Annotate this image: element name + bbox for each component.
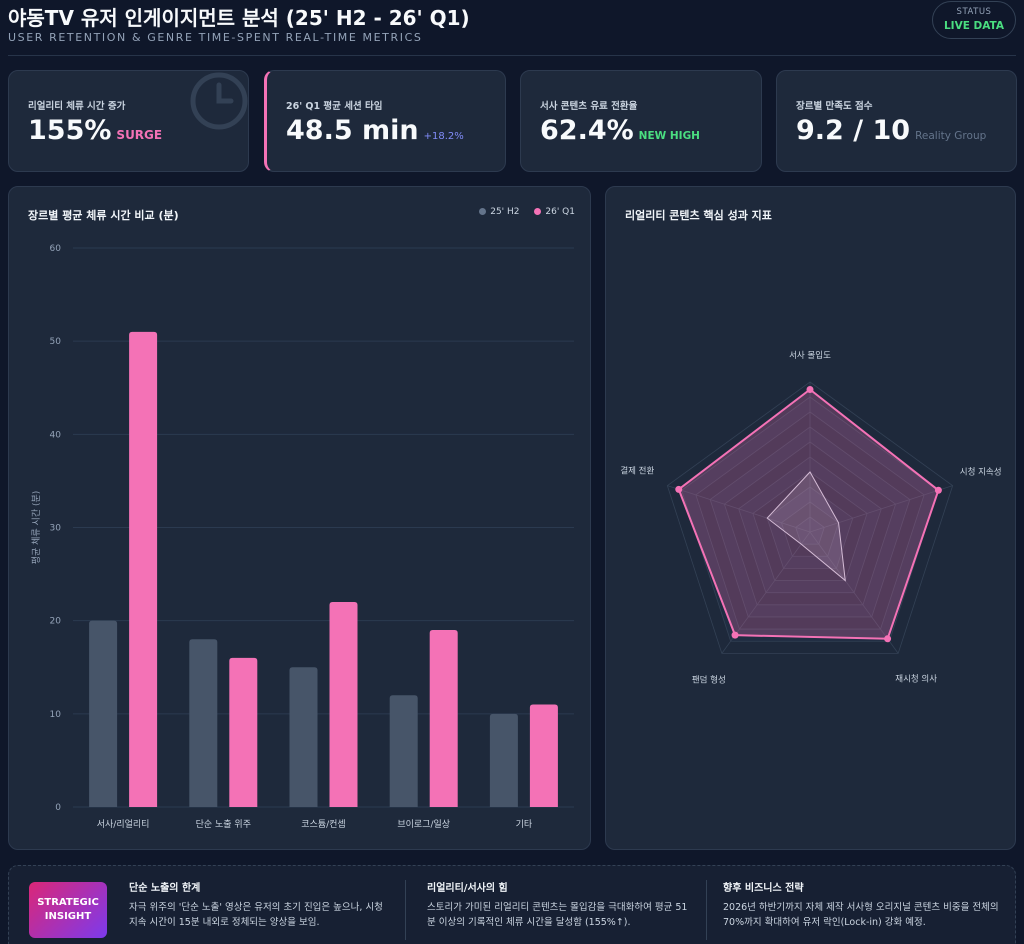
radar-point xyxy=(806,386,814,393)
radar-axis-label: 결제 전환 xyxy=(620,466,654,477)
kpi-value-row: 9.2 / 10 Reality Group xyxy=(796,115,986,146)
radar-point xyxy=(934,486,942,494)
bar-h2 xyxy=(89,620,118,807)
legend-dot-icon xyxy=(479,208,487,215)
insight-column: 향후 비즈니스 전략 2026년 하반기까지 자체 제작 서사형 오리지널 콘텐… xyxy=(723,879,1003,930)
y-tick-label: 50 xyxy=(50,337,62,347)
bar-chart-legend: 25' H2 26' Q1 xyxy=(467,207,575,217)
status-label: STATUS xyxy=(956,7,992,17)
y-tick-label: 0 xyxy=(55,803,61,813)
bar-h2 xyxy=(189,639,218,807)
radar-axis-label: 서사 몰입도 xyxy=(789,351,831,361)
insight-title: 단순 노출의 한계 xyxy=(129,883,201,894)
bar-h2 xyxy=(289,667,318,807)
bar-chart-panel: 장르별 평균 체류 시간 비교 (분) 25' H2 26' Q1 0 10 20 3… xyxy=(8,186,591,850)
kpi-label: 26' Q1 평균 세션 타임 xyxy=(286,101,383,112)
kpi-card-reality-time: 리얼리티 체류 시간 증가 155% SURGE xyxy=(8,70,249,172)
bar-chart: 0 10 20 30 40 50 60 평균 체류 시간 (분) 서사/리얼리티 단순 노출 위주… xyxy=(31,244,574,830)
radar-series-q1 xyxy=(677,388,940,640)
y-tick-label: 10 xyxy=(50,710,62,720)
y-tick-label: 20 xyxy=(50,617,62,627)
strategic-insight-strip: STRATEGIC INSIGHT 단순 노출의 한계 자극 위주의 '단순 노… xyxy=(8,865,1016,944)
insight-text: 2026년 하반기까지 자체 제작 서사형 오리지널 콘텐츠 비중을 전체의 7… xyxy=(723,902,999,928)
radar-spoke xyxy=(809,485,953,533)
insight-badge: STRATEGIC INSIGHT xyxy=(29,882,107,938)
kpi-value: 48.5 min xyxy=(286,115,419,146)
radar-spoke xyxy=(667,485,811,533)
bar-q1 xyxy=(229,657,258,807)
kpi-label: 리얼리티 체류 시간 증가 xyxy=(28,101,126,112)
radar-axis-label: 팬덤 형성 xyxy=(692,674,726,685)
kpi-value: 62.4% xyxy=(540,115,634,146)
legend-label: 25' H2 xyxy=(490,207,520,217)
radar-point xyxy=(675,485,683,493)
insight-text: 스토리가 가미된 리얼리티 콘텐츠는 몰입감을 극대화하여 평균 51분 이상의… xyxy=(427,902,688,928)
status-badge: STATUS LIVE DATA xyxy=(932,1,1016,39)
y-axis-label: 평균 체류 시간 (분) xyxy=(31,491,42,565)
radar-series-h2 xyxy=(766,471,846,582)
clock-icon xyxy=(190,72,248,130)
kpi-card-satisfaction: 장르별 만족도 점수 9.2 / 10 Reality Group xyxy=(776,70,1017,172)
bar-q1 xyxy=(329,602,358,807)
x-tick-label: 브이로그/일상 xyxy=(397,819,450,830)
legend-dot-icon xyxy=(534,208,542,215)
kpi-value: 9.2 / 10 xyxy=(796,115,911,146)
y-tick-label: 40 xyxy=(50,430,62,440)
y-tick-label: 60 xyxy=(50,244,62,254)
kpi-label: 장르별 만족도 점수 xyxy=(796,101,873,112)
kpi-sub: +18.2% xyxy=(423,131,464,142)
insight-column: 리얼리티/서사의 힘 스토리가 가미된 리얼리티 콘텐츠는 몰입감을 극대화하여… xyxy=(427,879,692,930)
radar-point xyxy=(884,635,892,643)
radar-axis-label: 재시청 의사 xyxy=(895,673,937,684)
kpi-sub: Reality Group xyxy=(915,130,987,142)
kpi-sub: SURGE xyxy=(116,128,163,142)
insight-badge-line2: INSIGHT xyxy=(44,911,92,922)
x-tick-label: 코스튬/컨셉 xyxy=(301,819,345,830)
bar-chart-title: 장르별 평균 체류 시간 비교 (분) xyxy=(28,209,179,222)
radar-chart-title: 리얼리티 콘텐츠 핵심 성과 지표 xyxy=(625,209,772,222)
insight-badge-line1: STRATEGIC xyxy=(37,897,99,908)
insight-divider xyxy=(706,880,707,940)
radar-spoke xyxy=(809,531,899,654)
y-tick-label: 30 xyxy=(50,524,62,534)
kpi-label: 서사 콘텐츠 유료 전환율 xyxy=(540,101,638,112)
legend-item-q1[interactable]: 26' Q1 xyxy=(534,207,575,217)
kpi-sub: NEW HIGH xyxy=(638,130,700,142)
kpi-value-row: 62.4% NEW HIGH xyxy=(540,115,700,146)
page-title: 야동TV 유저 인게이지먼트 분석 (25' H2 - 26' Q1) xyxy=(8,6,470,30)
x-tick-label: 단순 노출 위주 xyxy=(196,819,251,830)
insight-title: 향후 비즈니스 전략 xyxy=(723,883,804,894)
radar-point xyxy=(731,631,739,639)
insight-column: 단순 노출의 한계 자극 위주의 '단순 노출' 영상은 유저의 초기 진입은 … xyxy=(129,879,391,930)
kpi-card-conversion: 서사 콘텐츠 유료 전환율 62.4% NEW HIGH xyxy=(520,70,762,172)
bar-h2 xyxy=(389,695,418,807)
insight-title: 리얼리티/서사의 힘 xyxy=(427,883,508,894)
kpi-value-row: 48.5 min +18.2% xyxy=(286,115,464,146)
insight-text: 자극 위주의 '단순 노출' 영상은 유저의 초기 진입은 높으나, 시청 지속… xyxy=(129,902,383,928)
status-value: LIVE DATA xyxy=(943,20,1005,32)
bar-q1 xyxy=(129,331,158,807)
bar-q1 xyxy=(429,629,458,807)
kpi-card-session-time: 26' Q1 평균 세션 타임 48.5 min +18.2% xyxy=(264,70,506,172)
radar-axis-label: 시청 지속성 xyxy=(960,468,1002,478)
x-tick-label: 기타 xyxy=(516,819,533,830)
page-subtitle: USER RETENTION & GENRE TIME-SPENT REAL-T… xyxy=(8,31,423,44)
insight-divider xyxy=(405,880,406,940)
page-header: 야동TV 유저 인게이지먼트 분석 (25' H2 - 26' Q1) USER… xyxy=(8,0,1016,56)
legend-item-h2[interactable]: 25' H2 xyxy=(479,207,520,217)
kpi-value-row: 155% SURGE xyxy=(28,115,162,146)
legend-label: 26' Q1 xyxy=(545,207,575,217)
kpi-value: 155% xyxy=(28,115,112,146)
bar-h2 xyxy=(489,713,518,807)
bar-q1 xyxy=(529,704,558,807)
x-tick-label: 서사/리얼리티 xyxy=(97,819,150,830)
